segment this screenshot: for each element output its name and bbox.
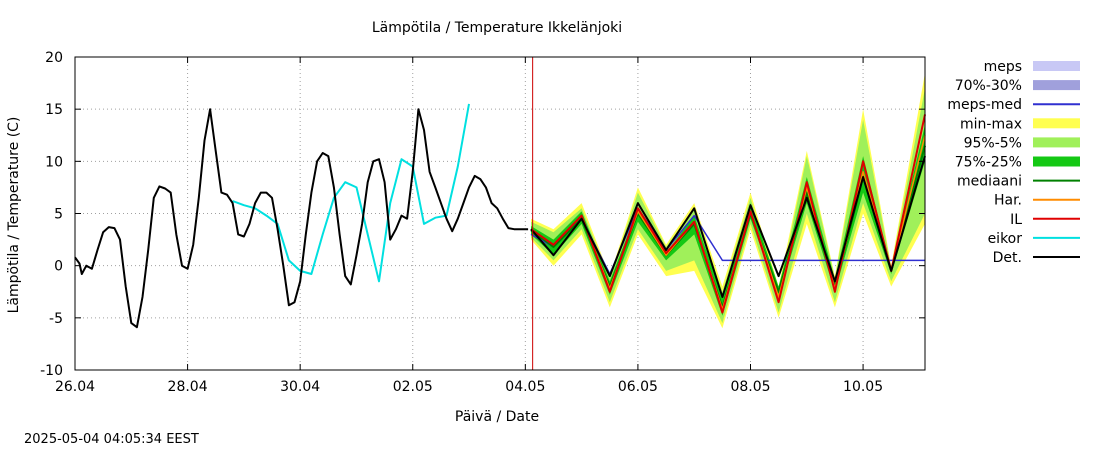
legend-label: meps-med	[947, 97, 1022, 113]
series-det-forecast	[530, 155, 926, 298]
y-tick-label: 20	[45, 50, 63, 66]
plot-area	[74, 57, 926, 370]
y-axis-label: Lämpötila / Temperature (C)	[6, 117, 22, 314]
legend-label: mediaani	[957, 174, 1022, 190]
legend-swatch	[1033, 156, 1080, 167]
y-tick-label: 15	[45, 102, 63, 118]
x-tick-label: 06.05	[618, 379, 658, 395]
series-il	[530, 114, 926, 314]
y-tick-label: 10	[45, 154, 63, 170]
x-tick-label: 26.04	[55, 379, 95, 395]
x-tick-label: 04.05	[505, 379, 545, 395]
legend-swatch	[1033, 118, 1080, 129]
legend-label: 75%-25%	[955, 155, 1022, 171]
series-det-observed	[74, 108, 529, 329]
x-tick-label: 28.04	[168, 379, 208, 395]
x-axis-label: Päivä / Date	[455, 409, 539, 425]
legend-label: 70%-30%	[955, 78, 1022, 94]
legend-label: IL	[1010, 212, 1022, 228]
y-tick-label: -5	[49, 311, 63, 327]
legend-label: eikor	[988, 231, 1023, 247]
y-tick-label: -10	[40, 363, 63, 379]
x-tick-label: 02.05	[393, 379, 433, 395]
x-tick-label: 08.05	[730, 379, 770, 395]
legend-swatch	[1033, 137, 1080, 148]
legend-label: meps	[984, 59, 1022, 75]
y-tick-label: 5	[54, 207, 63, 223]
legend-swatch	[1033, 61, 1080, 71]
legend-swatch	[1033, 80, 1080, 91]
legend: meps 70%-30% meps-med min-max 95%-5% 75%-25% m…	[947, 59, 1080, 266]
x-tick-label: 10.05	[843, 379, 883, 395]
chart-title: Lämpötila / Temperature Ikkelänjoki	[372, 20, 622, 36]
legend-label: 95%-5%	[964, 135, 1022, 151]
legend-label: min-max	[960, 116, 1022, 132]
legend-label: Det.	[993, 250, 1022, 266]
legend-label: Har.	[994, 193, 1022, 209]
y-tick-label: 0	[54, 259, 63, 275]
series-eikor	[232, 103, 470, 283]
x-tick-label: 30.04	[280, 379, 320, 395]
axes: -10 -5 0 5 10 15 20 26.04 28.04 30.04 02.05 04.05 06…	[40, 50, 926, 395]
timestamp-text: 2025-05-04 04:05:34 EEST	[24, 432, 199, 447]
